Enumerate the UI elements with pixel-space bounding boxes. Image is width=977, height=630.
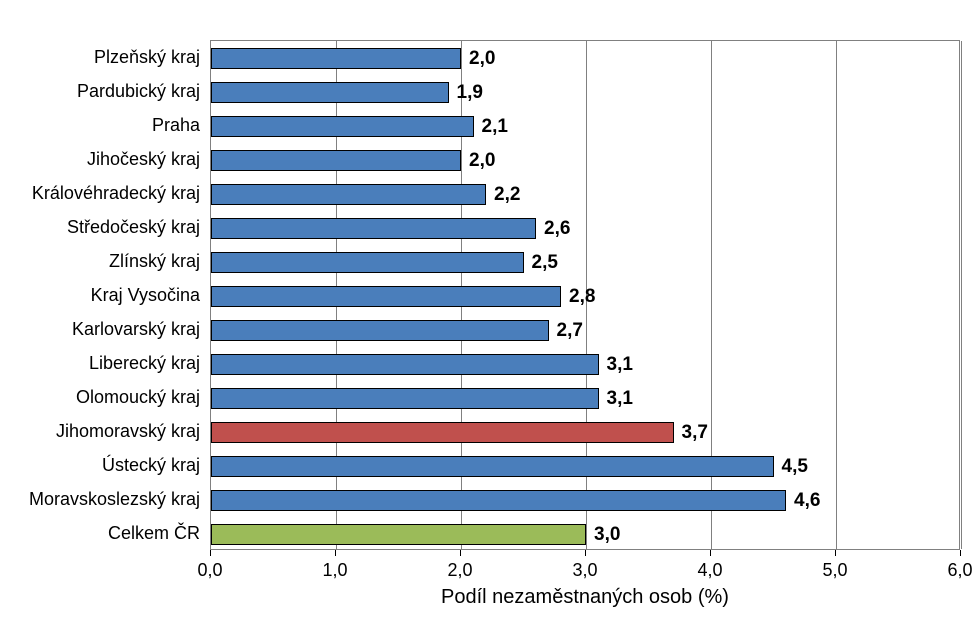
x-tick-label: 4,0	[697, 560, 722, 581]
chart-container: 2,0 1,9 2,1 2,0 2,2 2,6 2,5 2,8 2,7 3,1 3,1 3,7 4,5 4…	[0, 0, 977, 630]
y-axis-label: Jihočeský kraj	[87, 149, 200, 170]
bar	[211, 490, 786, 511]
x-tick-label: 2,0	[447, 560, 472, 581]
bar	[211, 218, 536, 239]
y-axis-label: Kraj Vysočina	[91, 285, 200, 306]
bar	[211, 116, 474, 137]
x-tick	[335, 550, 336, 556]
x-tick-label: 6,0	[947, 560, 972, 581]
x-tick	[585, 550, 586, 556]
y-axis-label: Jihomoravský kraj	[56, 421, 200, 442]
bar	[211, 354, 599, 375]
x-axis-title: Podíl nezaměstnaných osob (%)	[441, 586, 729, 609]
bar-value-label: 1,9	[457, 82, 483, 104]
bar	[211, 388, 599, 409]
y-axis-label: Liberecký kraj	[89, 353, 200, 374]
x-tick	[710, 550, 711, 556]
bar-value-label: 4,5	[782, 456, 808, 478]
y-axis-label: Středočeský kraj	[67, 217, 200, 238]
x-tick-label: 5,0	[822, 560, 847, 581]
y-axis-label: Zlínský kraj	[109, 251, 200, 272]
bar-value-label: 2,6	[544, 218, 570, 240]
y-axis-label: Ústecký kraj	[102, 455, 200, 476]
x-tick	[835, 550, 836, 556]
bar-value-label: 3,0	[594, 524, 620, 546]
bar	[211, 184, 486, 205]
bar	[211, 252, 524, 273]
bar	[211, 82, 449, 103]
x-tick-label: 0,0	[197, 560, 222, 581]
bar-value-label: 4,6	[794, 490, 820, 512]
plot-area: 2,0 1,9 2,1 2,0 2,2 2,6 2,5 2,8 2,7 3,1 3,1 3,7 4,5 4…	[210, 40, 960, 550]
x-tick	[460, 550, 461, 556]
bar	[211, 150, 461, 171]
bar-value-label: 2,7	[557, 320, 583, 342]
gridline	[836, 41, 837, 549]
bar-value-label: 3,1	[607, 354, 633, 376]
x-tick-label: 3,0	[572, 560, 597, 581]
bar-value-label: 2,0	[469, 150, 495, 172]
bar-value-label: 2,2	[494, 184, 520, 206]
y-axis-label: Pardubický kraj	[77, 81, 200, 102]
x-tick	[960, 550, 961, 556]
bar-value-label: 2,0	[469, 48, 495, 70]
y-axis-label: Celkem ČR	[108, 523, 200, 544]
y-axis-label: Královéhradecký kraj	[32, 183, 200, 204]
x-tick	[210, 550, 211, 556]
y-axis-label: Olomoucký kraj	[76, 387, 200, 408]
bar	[211, 456, 774, 477]
y-axis-label: Praha	[152, 115, 200, 136]
y-axis-label: Plzeňský kraj	[94, 47, 200, 68]
bar	[211, 48, 461, 69]
bar	[211, 286, 561, 307]
x-tick-label: 1,0	[322, 560, 347, 581]
y-axis-label: Karlovarský kraj	[72, 319, 200, 340]
bar	[211, 320, 549, 341]
bar-value-label: 2,8	[569, 286, 595, 308]
bar	[211, 422, 674, 443]
bar-value-label: 3,1	[607, 388, 633, 410]
bar-value-label: 2,1	[482, 116, 508, 138]
bar	[211, 524, 586, 545]
bar-value-label: 2,5	[532, 252, 558, 274]
y-axis-label: Moravskoslezský kraj	[29, 489, 200, 510]
bar-value-label: 3,7	[682, 422, 708, 444]
gridline	[961, 41, 962, 549]
